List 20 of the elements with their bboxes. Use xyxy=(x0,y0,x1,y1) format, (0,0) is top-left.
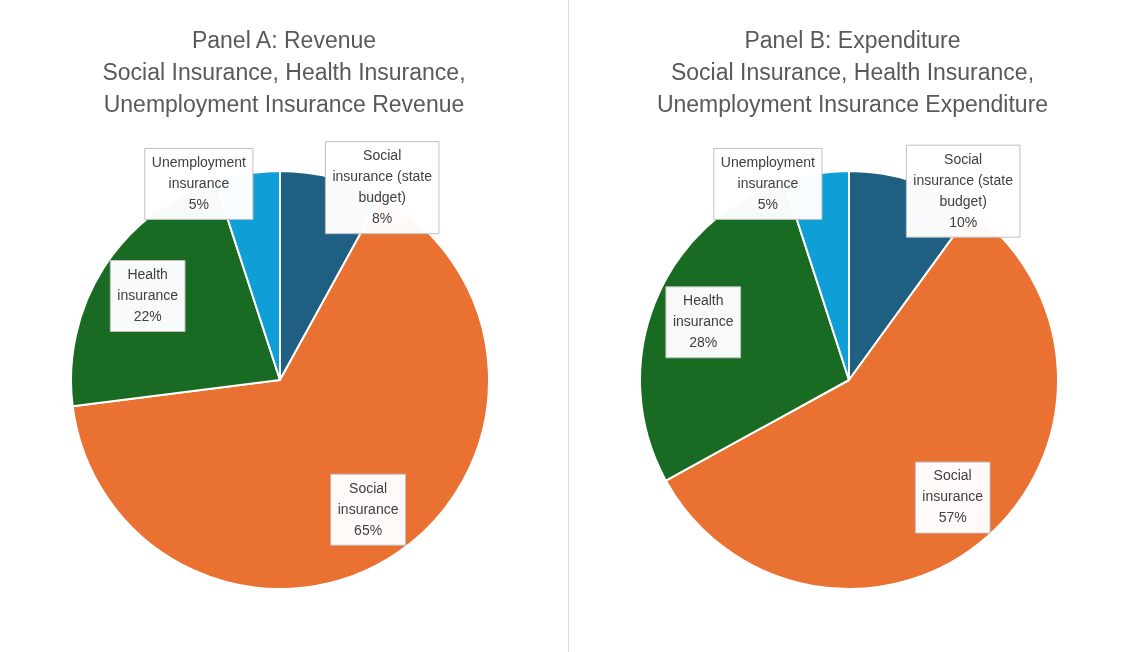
slice-label: Social insurance (state budget) xyxy=(332,147,433,206)
chart-subtitle: Social Insurance, Health Insurance, Unemployment Insurance Revenue xyxy=(101,58,467,119)
chart-title: Panel B: Expenditure xyxy=(743,26,962,55)
slice-label: Social insurance xyxy=(337,479,399,517)
data-label: 5% xyxy=(188,195,209,212)
data-label: 57% xyxy=(938,509,967,526)
chart-subtitle: Social Insurance, Health Insurance, Unemployment Insurance Expenditure xyxy=(655,58,1050,119)
data-label: 28% xyxy=(689,334,718,351)
data-label: 8% xyxy=(372,210,393,227)
data-label: 5% xyxy=(757,195,778,212)
slice-label: Social insurance (state budget) xyxy=(913,150,1014,209)
slice-label: Unemployment insurance xyxy=(151,153,247,191)
chart-title: Panel A: Revenue xyxy=(190,26,378,55)
data-label: 65% xyxy=(354,521,383,538)
slice-label: Social insurance xyxy=(922,467,984,505)
slice-label: Unemployment insurance xyxy=(720,153,816,191)
slice-label: Health insurance xyxy=(117,265,179,303)
data-label: 22% xyxy=(133,307,162,324)
slice-label: Health insurance xyxy=(672,292,734,330)
data-label: 10% xyxy=(949,213,978,230)
